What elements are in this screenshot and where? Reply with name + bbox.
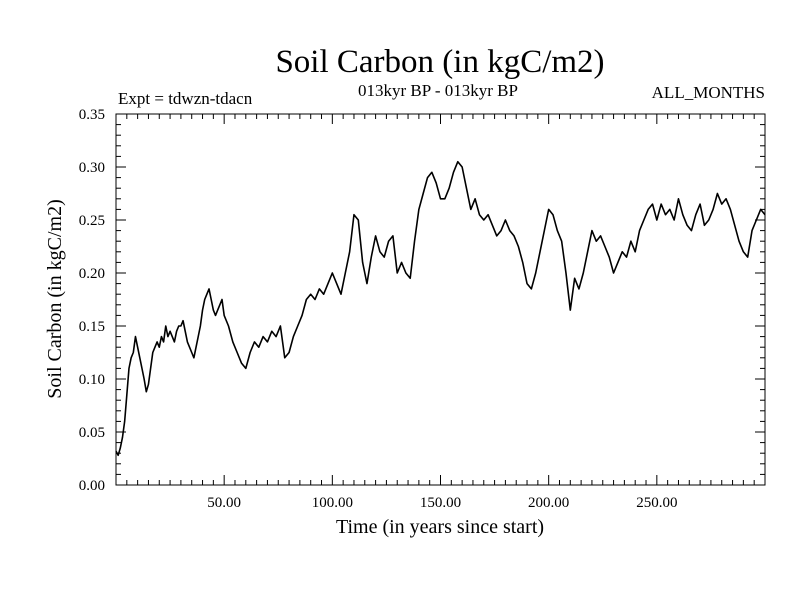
plot-frame xyxy=(115,113,766,486)
months-label: ALL_MONTHS xyxy=(652,83,765,102)
x-axis-label: Time (in years since start) xyxy=(336,516,544,538)
axis-tick-labels: 50.00 100.00 150.00 200.00 250.00 0.00 0.05 0.1… xyxy=(79,107,678,511)
x-tick-label: 100.00 xyxy=(312,495,353,511)
expt-label: Expt = tdwzn-tdacn xyxy=(118,89,253,108)
y-tick-label: 0.35 xyxy=(79,107,105,123)
x-tick-label: 150.00 xyxy=(420,495,461,511)
x-tick-label: 250.00 xyxy=(636,495,677,511)
y-tick-label: 0.00 xyxy=(79,478,105,494)
x-tick-label: 200.00 xyxy=(528,495,569,511)
series-line xyxy=(115,160,766,457)
y-tick-label: 0.05 xyxy=(79,425,105,441)
y-tick-label: 0.10 xyxy=(79,372,105,388)
y-axis-label: Soil Carbon (in kgC/m2) xyxy=(44,199,66,398)
chart-subtitle: 013kyr BP - 013kyr BP xyxy=(358,81,518,100)
y-tick-label: 0.30 xyxy=(79,160,105,176)
axis-ticks xyxy=(116,114,765,485)
y-tick-label: 0.25 xyxy=(79,213,105,229)
chart-title: Soil Carbon (in kgC/m2) xyxy=(275,44,604,80)
y-tick-label: 0.20 xyxy=(79,266,105,282)
x-tick-label: 50.00 xyxy=(207,495,241,511)
y-tick-label: 0.15 xyxy=(79,319,105,335)
